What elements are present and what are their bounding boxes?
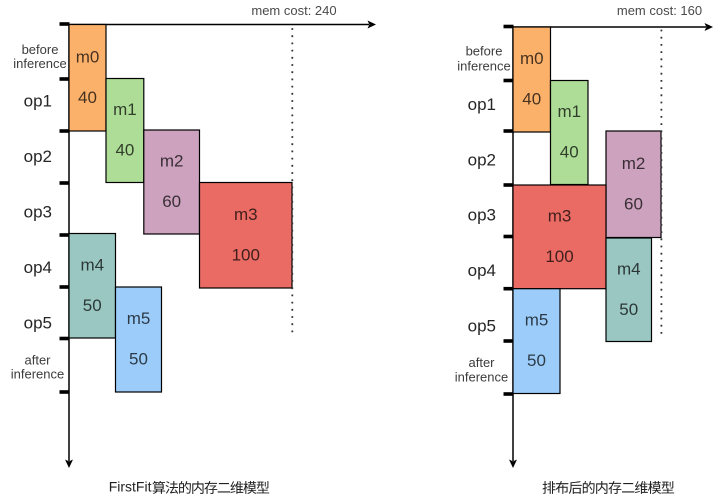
svg-text:50: 50 [619,300,638,319]
svg-text:inference: inference [11,367,64,382]
svg-text:before: before [22,42,59,57]
svg-text:40: 40 [78,88,97,107]
svg-text:50: 50 [83,296,102,315]
svg-text:50: 50 [527,351,546,370]
svg-text:100: 100 [232,245,260,264]
svg-text:40: 40 [115,141,134,160]
svg-text:op1: op1 [468,95,496,114]
svg-text:after: after [468,355,495,370]
svg-text:m4: m4 [80,255,104,274]
svg-text:m3: m3 [548,206,572,225]
svg-text:m4: m4 [617,259,641,278]
svg-text:m1: m1 [113,100,137,119]
svg-text:op3: op3 [24,203,52,222]
svg-text:40: 40 [522,90,541,109]
svg-text:inference: inference [457,59,510,74]
svg-text:op4: op4 [468,261,496,280]
svg-text:m0: m0 [520,49,544,68]
svg-text:m2: m2 [622,154,646,173]
svg-text:m5: m5 [525,311,549,330]
svg-text:m3: m3 [234,205,258,224]
svg-text:40: 40 [560,143,579,162]
svg-text:after: after [24,353,51,368]
svg-text:m0: m0 [76,47,100,66]
svg-text:before: before [466,44,503,59]
svg-text:inference: inference [13,56,66,71]
svg-text:60: 60 [624,194,643,213]
svg-text:m1: m1 [557,102,581,121]
svg-text:op2: op2 [468,151,496,170]
svg-text:m5: m5 [127,309,151,328]
svg-text:mem cost: 240: mem cost: 240 [251,3,336,18]
svg-text:inference: inference [455,370,508,385]
svg-text:op2: op2 [24,147,52,166]
svg-text:op5: op5 [468,317,496,336]
svg-text:60: 60 [162,192,181,211]
svg-text:m2: m2 [160,152,184,171]
svg-text:100: 100 [545,247,573,266]
svg-text:op3: op3 [468,206,496,225]
svg-text:FirstFit: FirstFit [109,478,152,494]
svg-text:mem cost: 160: mem cost: 160 [617,3,702,18]
svg-text:50: 50 [129,350,148,369]
svg-text:op4: op4 [24,258,52,277]
svg-text:op5: op5 [24,314,52,333]
svg-text:op1: op1 [24,92,52,111]
